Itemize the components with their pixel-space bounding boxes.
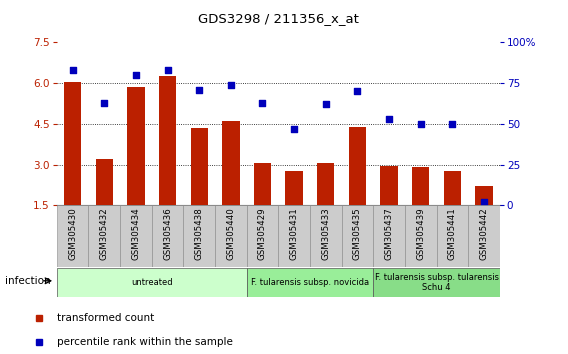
Point	[226, 82, 235, 88]
Text: GDS3298 / 211356_x_at: GDS3298 / 211356_x_at	[198, 12, 359, 25]
Point	[258, 100, 267, 105]
Bar	[341, 205, 373, 267]
Bar	[254, 163, 271, 205]
Point	[195, 87, 204, 92]
Bar	[381, 166, 398, 205]
Bar	[278, 205, 310, 267]
Text: GSM305437: GSM305437	[385, 207, 394, 260]
Text: GSM305432: GSM305432	[100, 207, 108, 260]
Text: GSM305438: GSM305438	[195, 207, 204, 260]
Bar	[127, 87, 145, 205]
Point	[290, 126, 299, 132]
Bar	[190, 128, 208, 205]
Bar	[159, 76, 176, 205]
Text: infection: infection	[5, 276, 50, 286]
Text: F. tularensis subsp. novicida: F. tularensis subsp. novicida	[251, 278, 369, 287]
Point	[448, 121, 457, 127]
Text: percentile rank within the sample: percentile rank within the sample	[57, 337, 232, 347]
Bar	[64, 82, 81, 205]
Bar	[405, 205, 437, 267]
Bar	[317, 163, 335, 205]
Point	[321, 102, 331, 107]
Bar	[89, 205, 120, 267]
Bar	[95, 159, 113, 205]
Bar	[57, 268, 247, 297]
Text: GSM305439: GSM305439	[416, 207, 425, 260]
Point	[163, 67, 172, 73]
Point	[479, 199, 488, 205]
Bar	[437, 205, 468, 267]
Bar	[468, 205, 500, 267]
Text: GSM305429: GSM305429	[258, 207, 267, 260]
Bar	[373, 268, 500, 297]
Text: GSM305435: GSM305435	[353, 207, 362, 260]
Point	[68, 67, 77, 73]
Text: GSM305430: GSM305430	[68, 207, 77, 260]
Bar	[222, 121, 240, 205]
Point	[100, 100, 109, 105]
Bar	[444, 171, 461, 205]
Text: GSM305433: GSM305433	[321, 207, 330, 260]
Text: GSM305441: GSM305441	[448, 207, 457, 260]
Bar	[120, 205, 152, 267]
Text: GSM305431: GSM305431	[290, 207, 299, 260]
Text: GSM305434: GSM305434	[131, 207, 140, 260]
Text: GSM305442: GSM305442	[479, 207, 488, 260]
Bar	[152, 205, 183, 267]
Text: F. tularensis subsp. tularensis
Schu 4: F. tularensis subsp. tularensis Schu 4	[374, 273, 499, 292]
Point	[416, 121, 425, 127]
Bar	[57, 205, 89, 267]
Bar	[412, 167, 429, 205]
Bar	[286, 171, 303, 205]
Bar	[373, 205, 405, 267]
Text: GSM305436: GSM305436	[163, 207, 172, 260]
Point	[353, 88, 362, 94]
Point	[131, 72, 140, 78]
Bar	[349, 127, 366, 205]
Text: untreated: untreated	[131, 278, 173, 287]
Text: GSM305440: GSM305440	[227, 207, 235, 260]
Point	[385, 116, 394, 122]
Bar	[183, 205, 215, 267]
Bar	[247, 205, 278, 267]
Bar	[475, 186, 492, 205]
Bar	[215, 205, 247, 267]
Text: transformed count: transformed count	[57, 313, 154, 323]
Bar	[247, 268, 373, 297]
Bar	[310, 205, 341, 267]
